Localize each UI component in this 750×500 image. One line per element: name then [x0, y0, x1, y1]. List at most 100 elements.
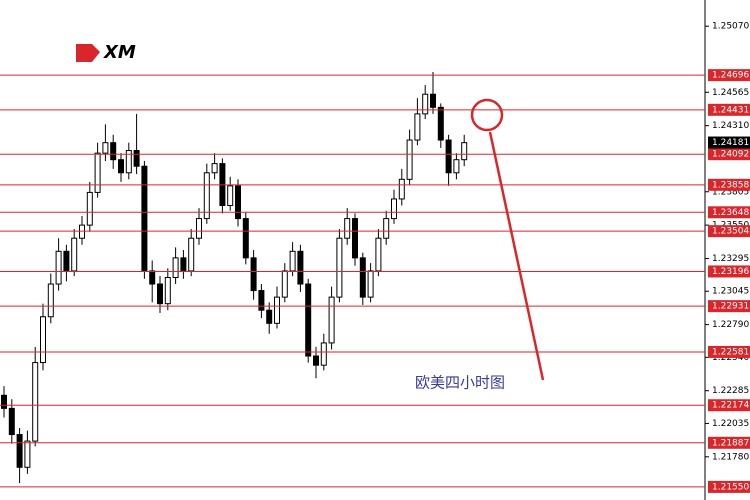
- candle-body: [94, 152, 101, 193]
- candle-body: [55, 250, 62, 285]
- candle-body: [102, 142, 109, 154]
- candle-body: [164, 276, 171, 305]
- candle-body: [32, 362, 39, 442]
- candle-body: [437, 106, 444, 141]
- y-tick-label: 1.23045: [712, 287, 749, 297]
- y-tick-label: 1.24310: [712, 121, 749, 131]
- candle-body: [328, 296, 335, 344]
- level-label-box: [708, 300, 750, 313]
- candle-body: [149, 270, 156, 285]
- candle-body: [297, 250, 304, 285]
- candle-body: [250, 257, 257, 292]
- candle-body: [359, 257, 366, 298]
- candle-body: [375, 237, 382, 272]
- level-label-box: [708, 178, 750, 191]
- candle-body: [242, 218, 249, 259]
- level-label: 1.24431: [712, 105, 749, 115]
- candle-body: [445, 139, 452, 174]
- level-label: 1.22931: [712, 302, 749, 312]
- level-label-box: [708, 225, 750, 238]
- level-label: 1.22581: [712, 347, 749, 357]
- candle-body: [157, 283, 163, 305]
- candle-body: [422, 93, 429, 115]
- level-label: 1.23196: [712, 267, 749, 277]
- candle-body: [125, 150, 132, 174]
- candle-body: [344, 218, 351, 239]
- level-label-box: [708, 345, 750, 358]
- level-label: 1.22174: [712, 401, 749, 411]
- candle-body: [211, 163, 218, 174]
- level-label: 1.21887: [712, 438, 749, 448]
- candle-body: [16, 434, 23, 468]
- candle-body: [8, 407, 15, 436]
- logo: XM: [76, 42, 136, 63]
- level-label-box: [708, 148, 750, 161]
- candle-body: [227, 185, 234, 206]
- candle-body: [180, 257, 187, 272]
- y-tick-label: 1.22035: [712, 419, 749, 429]
- candle-body: [63, 250, 70, 272]
- candle-body: [133, 150, 140, 167]
- candle-body: [320, 342, 327, 366]
- candle-body: [258, 290, 265, 311]
- current-price-label: 1.24181: [712, 138, 749, 148]
- candle-body: [367, 270, 374, 298]
- candle-body: [188, 237, 195, 272]
- candle-body: [203, 172, 210, 220]
- level-label: 1.23858: [712, 180, 749, 190]
- y-tick-label: 1.21780: [712, 452, 749, 462]
- y-tick-label: 1.23805: [712, 187, 749, 197]
- candle-body: [1, 394, 7, 409]
- candle-body: [118, 159, 124, 174]
- candle-body: [453, 159, 460, 174]
- current-price-box: [708, 136, 750, 149]
- candle-body: [40, 316, 46, 364]
- candle-body: [235, 185, 241, 220]
- candle-body: [266, 309, 273, 324]
- candle-body: [196, 218, 202, 239]
- level-label-box: [708, 265, 750, 278]
- candle-body: [398, 178, 405, 200]
- level-label-box: [708, 399, 750, 412]
- candle-body: [47, 283, 54, 318]
- candle-body: [281, 270, 288, 298]
- annotation: 欧美四小时图: [415, 374, 505, 392]
- candle-body: [141, 165, 148, 272]
- candle-body: [79, 224, 85, 239]
- y-tick-label: 1.22285: [712, 386, 749, 396]
- highlight-circle: [470, 98, 504, 132]
- level-label-box: [708, 69, 750, 82]
- level-label: 1.23504: [712, 227, 749, 237]
- candle-body: [289, 250, 296, 272]
- candle-body: [336, 237, 343, 298]
- level-label: 1.23648: [712, 208, 749, 218]
- candle-body: [86, 191, 93, 226]
- candle-body: [406, 139, 413, 180]
- level-label-box: [708, 103, 750, 116]
- candle-body: [430, 93, 436, 108]
- logo-mark: [76, 44, 100, 62]
- candle-body: [391, 198, 397, 220]
- y-tick-label: 1.23295: [712, 254, 749, 264]
- candle-body: [172, 257, 179, 278]
- y-tick-label: 1.24565: [712, 88, 749, 98]
- candle-body: [71, 237, 78, 272]
- level-label: 1.21550: [712, 482, 749, 492]
- level-label-box: [708, 436, 750, 449]
- candle-body: [383, 218, 390, 239]
- level-label: 1.24696: [712, 71, 749, 81]
- logo-text: XM: [103, 42, 136, 63]
- level-label-box: [708, 480, 750, 493]
- arrow-line: [488, 131, 545, 381]
- candle-body: [24, 440, 31, 468]
- level-label-box: [708, 206, 750, 219]
- candle-body: [274, 296, 280, 324]
- candle-body: [313, 355, 319, 366]
- candle-body: [110, 142, 117, 161]
- candle-body: [461, 142, 468, 161]
- candle-body: [414, 113, 421, 141]
- y-tick-label: 1.22790: [712, 320, 749, 330]
- level-label: 1.24092: [712, 150, 749, 160]
- candle-body: [305, 283, 312, 357]
